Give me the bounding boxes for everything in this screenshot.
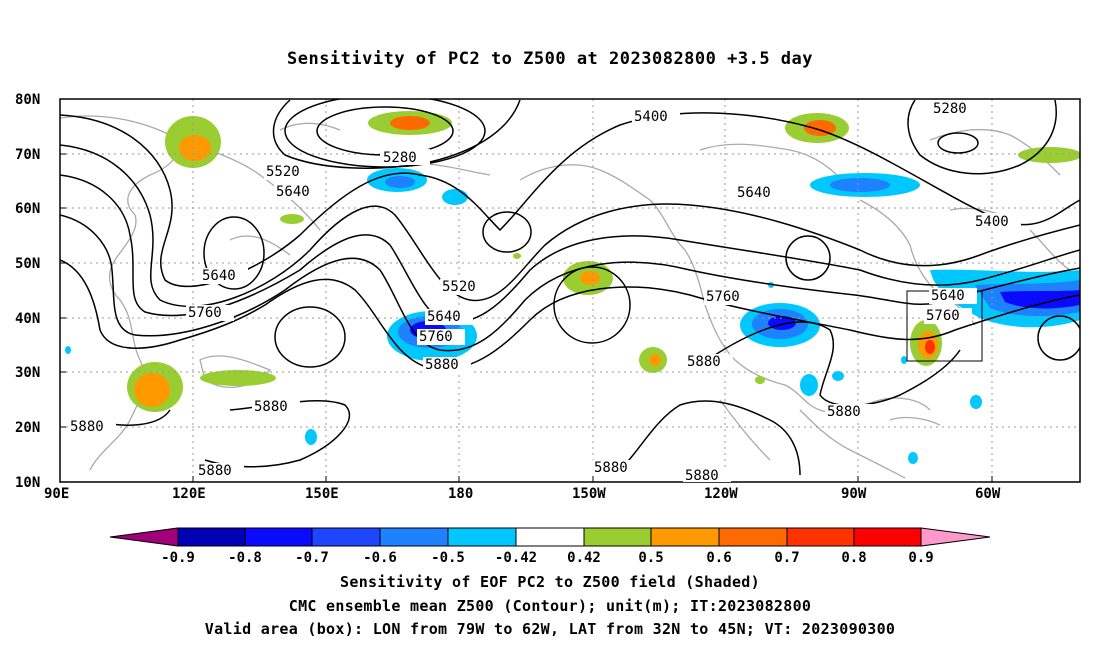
contour-label: 5400: [975, 214, 1009, 230]
footer-line-3: Valid area (box): LON from 79W to 62W, L…: [204, 620, 896, 638]
contour-label: 5760: [926, 308, 960, 324]
colorbar-label: -0.42: [495, 550, 537, 566]
colorbar-label: 0.5: [638, 550, 663, 566]
lat-label: 30N: [15, 365, 40, 381]
colorbar-segment: [920, 527, 991, 547]
contour-label: 5880: [70, 419, 104, 435]
contour-label: 5760: [188, 305, 222, 321]
colorbar-segment: [650, 527, 720, 547]
positive-anomaly: [127, 111, 1080, 412]
lon-label: 150E: [305, 486, 339, 502]
colorbar-segment: [244, 527, 313, 547]
colorbar-label: 0.7: [774, 550, 799, 566]
colorbar-segment: [853, 527, 922, 547]
contour-label: 5640: [931, 288, 965, 304]
lat-label: 80N: [15, 92, 40, 108]
contour-label: 5760: [419, 329, 453, 345]
lat-label: 50N: [15, 256, 40, 272]
contour-label: 5880: [425, 357, 459, 373]
colorbar-label: 0.42: [567, 550, 601, 566]
contour-labels: 5280 5280 5400 5400 5520 5520 5640 5640 …: [68, 101, 1021, 484]
sensitivity-shading: [65, 111, 1080, 464]
tick-marks: [60, 98, 993, 483]
colorbar: [109, 527, 991, 547]
lat-label: 20N: [15, 420, 40, 436]
lat-label: 60N: [15, 201, 40, 217]
lat-label: 40N: [15, 311, 40, 327]
lon-label: 180: [448, 486, 473, 502]
lon-label: 60W: [975, 486, 1001, 502]
colorbar-segment: [379, 527, 449, 547]
colorbar-segment: [583, 527, 652, 547]
contour-label: 5880: [594, 460, 628, 476]
map-frame: [59, 98, 1081, 483]
colorbar-label: -0.9: [161, 550, 195, 566]
colorbar-segment: [177, 527, 246, 547]
lat-label: 10N: [15, 475, 40, 491]
contour-label: 5760: [706, 289, 740, 305]
contour-label: 5640: [737, 185, 771, 201]
colorbar-segment: [515, 527, 585, 547]
footer-line-1: Sensitivity of EOF PC2 to Z500 field (Sh…: [340, 573, 760, 591]
lon-label: 120W: [704, 486, 738, 502]
contour-label: 5640: [202, 268, 236, 284]
colorbar-label: -0.8: [228, 550, 262, 566]
contour-label: 5280: [383, 150, 417, 166]
colorbar-segment: [718, 527, 788, 547]
contour-label: 5520: [442, 279, 476, 295]
contour-label: 5640: [427, 309, 461, 325]
lon-label: 120E: [172, 486, 206, 502]
axis-labels: 80N 70N 60N 50N 40N 30N 20N 10N 90E 120E…: [15, 92, 1001, 502]
colorbar-segment: [109, 527, 179, 547]
lon-label: 150W: [572, 486, 606, 502]
lat-label: 70N: [15, 147, 40, 163]
contour-label: 5880: [198, 463, 232, 479]
contour-label: 5280: [933, 101, 967, 117]
colorbar-label: 0.9: [908, 550, 933, 566]
contour-label: 5880: [827, 404, 861, 420]
contour-label: 5880: [685, 468, 719, 484]
colorbar-label: -0.7: [295, 550, 329, 566]
colorbar-label: 0.6: [706, 550, 731, 566]
colorbar-label: 0.8: [841, 550, 866, 566]
contour-label: 5640: [276, 184, 310, 200]
lon-label: 90E: [44, 486, 69, 502]
contour-label: 5880: [254, 399, 288, 415]
contour-label: 5520: [266, 164, 300, 180]
colorbar-labels: -0.9 -0.8 -0.7 -0.6 -0.5 -0.42 0.42 0.5 …: [161, 550, 934, 566]
contour-label: 5400: [634, 109, 668, 125]
contour-label: 5880: [687, 354, 721, 370]
colorbar-segment: [447, 527, 517, 547]
footer-line-2: CMC ensemble mean Z500 (Contour); unit(m…: [288, 597, 812, 615]
lon-label: 90W: [841, 486, 867, 502]
map-title: Sensitivity of PC2 to Z500 at 2023082800…: [286, 49, 813, 69]
colorbar-label: -0.5: [431, 550, 465, 566]
colorbar-label: -0.6: [363, 550, 397, 566]
colorbar-segment: [311, 527, 381, 547]
colorbar-segment: [786, 527, 855, 547]
